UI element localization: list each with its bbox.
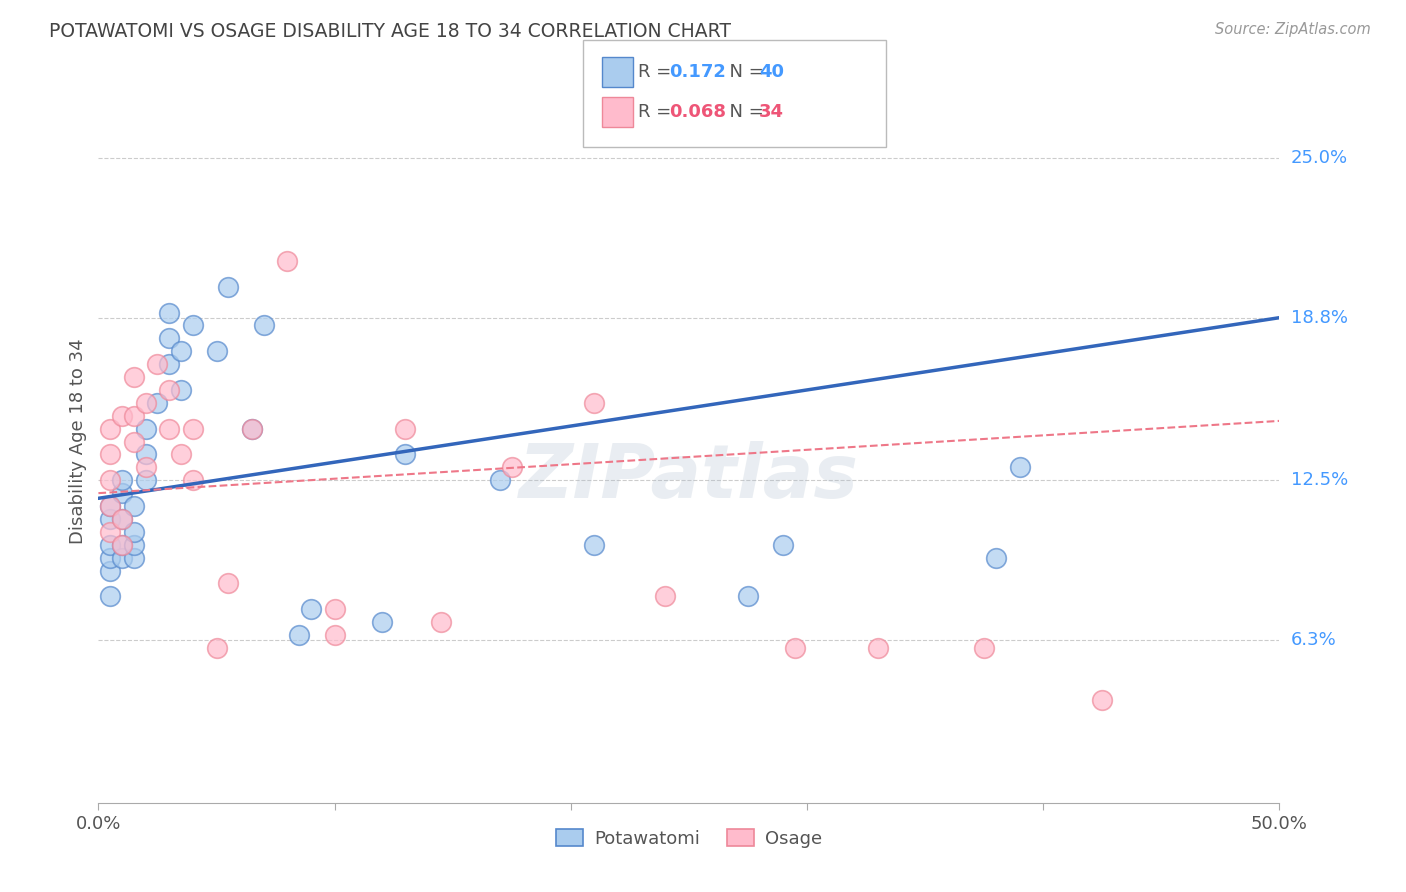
Point — [654, 590, 676, 604]
Point — [111, 512, 134, 526]
Point — [157, 305, 180, 319]
Point — [772, 538, 794, 552]
Text: 6.3%: 6.3% — [1291, 632, 1336, 649]
Point — [984, 550, 1007, 565]
Point — [135, 473, 157, 487]
Point — [146, 396, 169, 410]
Point — [583, 538, 606, 552]
Point — [288, 628, 311, 642]
Point — [181, 473, 204, 487]
Point — [205, 640, 228, 655]
Text: N =: N = — [718, 63, 770, 81]
Point — [122, 538, 145, 552]
Point — [1008, 460, 1031, 475]
Point — [157, 357, 180, 371]
Text: 25.0%: 25.0% — [1291, 149, 1348, 167]
Text: R =: R = — [638, 103, 678, 121]
Point — [1091, 692, 1114, 706]
Point — [98, 590, 121, 604]
Point — [240, 422, 263, 436]
Point — [98, 499, 121, 513]
Point — [111, 486, 134, 500]
Point — [98, 564, 121, 578]
Text: ZIPatlas: ZIPatlas — [519, 442, 859, 514]
Point — [135, 396, 157, 410]
Point — [737, 590, 759, 604]
Point — [371, 615, 394, 630]
Legend: Potawatomi, Osage: Potawatomi, Osage — [548, 822, 830, 855]
Point — [181, 318, 204, 333]
Point — [122, 434, 145, 449]
Point — [122, 524, 145, 539]
Point — [583, 396, 606, 410]
Point — [157, 422, 180, 436]
Text: 12.5%: 12.5% — [1291, 471, 1348, 489]
Point — [122, 370, 145, 384]
Point — [135, 460, 157, 475]
Point — [394, 447, 416, 461]
Text: Source: ZipAtlas.com: Source: ZipAtlas.com — [1215, 22, 1371, 37]
Text: 40: 40 — [759, 63, 785, 81]
Point — [181, 422, 204, 436]
Point — [98, 538, 121, 552]
Point — [394, 422, 416, 436]
Point — [98, 422, 121, 436]
Text: 0.068: 0.068 — [669, 103, 727, 121]
Point — [323, 602, 346, 616]
Point — [323, 628, 346, 642]
Point — [111, 538, 134, 552]
Point — [98, 550, 121, 565]
Text: 0.172: 0.172 — [669, 63, 725, 81]
Text: N =: N = — [718, 103, 770, 121]
Point — [135, 422, 157, 436]
Point — [111, 512, 134, 526]
Point — [157, 331, 180, 345]
Point — [111, 473, 134, 487]
Point — [240, 422, 263, 436]
Point — [98, 499, 121, 513]
Point — [98, 473, 121, 487]
Point — [98, 512, 121, 526]
Point — [205, 344, 228, 359]
Text: R =: R = — [638, 63, 678, 81]
Point — [111, 550, 134, 565]
Point — [973, 640, 995, 655]
Point — [430, 615, 453, 630]
Point — [170, 383, 193, 397]
Point — [170, 344, 193, 359]
Point — [98, 447, 121, 461]
Text: POTAWATOMI VS OSAGE DISABILITY AGE 18 TO 34 CORRELATION CHART: POTAWATOMI VS OSAGE DISABILITY AGE 18 TO… — [49, 22, 731, 41]
Point — [489, 473, 512, 487]
Point — [217, 576, 239, 591]
Point — [170, 447, 193, 461]
Point — [98, 524, 121, 539]
Point — [785, 640, 807, 655]
Point — [157, 383, 180, 397]
Point — [122, 409, 145, 423]
Point — [122, 550, 145, 565]
Point — [217, 279, 239, 293]
Point — [122, 499, 145, 513]
Point — [146, 357, 169, 371]
Point — [299, 602, 322, 616]
Text: 18.8%: 18.8% — [1291, 309, 1347, 326]
Point — [111, 538, 134, 552]
Text: 34: 34 — [759, 103, 785, 121]
Point — [111, 409, 134, 423]
Point — [253, 318, 276, 333]
Point — [276, 254, 298, 268]
Point — [866, 640, 889, 655]
Y-axis label: Disability Age 18 to 34: Disability Age 18 to 34 — [69, 339, 87, 544]
Point — [501, 460, 523, 475]
Point — [135, 447, 157, 461]
